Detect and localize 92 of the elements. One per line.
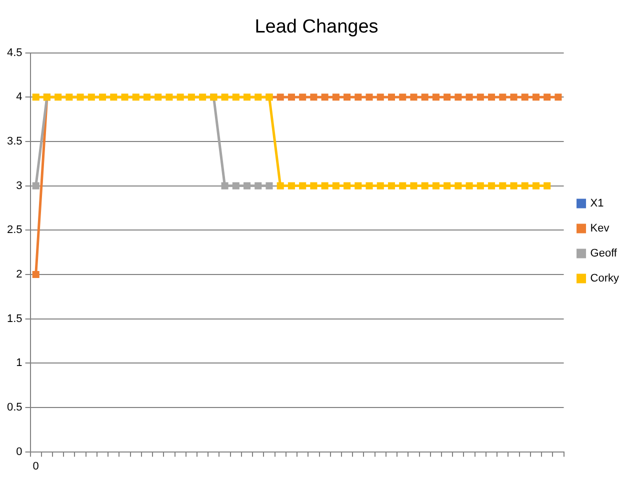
- y-tick-label: 0: [16, 446, 22, 458]
- point: [110, 94, 118, 101]
- point: [54, 94, 62, 101]
- point: [454, 182, 462, 190]
- point: [332, 94, 340, 101]
- point: [432, 182, 440, 190]
- point: [432, 94, 440, 101]
- y-tick-label: 1: [16, 357, 22, 370]
- point: [288, 182, 295, 190]
- point: [510, 94, 518, 101]
- y-tick-label: 1.5: [6, 312, 22, 325]
- point: [476, 94, 484, 101]
- point: [399, 94, 406, 101]
- point: [388, 94, 396, 101]
- point: [299, 182, 306, 190]
- point: [444, 182, 451, 190]
- point: [154, 94, 162, 101]
- legend-label: Geoff: [590, 248, 618, 260]
- point: [354, 182, 362, 190]
- point: [188, 94, 195, 101]
- y-tick-label: 2: [16, 268, 22, 280]
- point: [532, 182, 540, 190]
- point: [421, 94, 428, 101]
- point: [221, 94, 228, 101]
- point: [344, 94, 351, 101]
- point: [244, 182, 251, 190]
- point: [499, 182, 506, 190]
- point: [410, 182, 418, 190]
- point: [532, 94, 540, 101]
- point: [232, 94, 240, 101]
- point: [388, 182, 396, 190]
- point: [444, 94, 451, 101]
- point: [354, 94, 362, 101]
- point: [143, 94, 151, 101]
- point: [244, 94, 251, 101]
- point: [410, 94, 418, 101]
- point: [254, 182, 262, 190]
- y-tick-label: 3: [16, 180, 22, 192]
- point: [544, 182, 551, 190]
- point: [176, 94, 184, 101]
- point: [499, 94, 506, 101]
- point: [221, 182, 228, 190]
- point: [488, 182, 496, 190]
- point: [521, 182, 528, 190]
- legend-label: Kev: [590, 222, 610, 235]
- point: [476, 182, 484, 190]
- point: [376, 182, 384, 190]
- point: [310, 94, 318, 101]
- point: [121, 94, 128, 101]
- y-tick-label: 4.5: [6, 46, 22, 59]
- legend-label: Corky: [590, 272, 620, 285]
- point: [421, 182, 428, 190]
- y-tick-label: 3.5: [6, 136, 22, 148]
- y-tick-label: 4: [16, 91, 22, 104]
- point: [366, 182, 373, 190]
- point: [310, 182, 318, 190]
- point: [399, 182, 406, 190]
- point: [32, 270, 40, 278]
- point: [488, 94, 496, 101]
- point: [88, 94, 95, 101]
- y-tick-label: 0.5: [6, 402, 22, 414]
- point: [454, 94, 462, 101]
- point: [299, 94, 306, 101]
- point: [510, 182, 518, 190]
- chart-title: Lead Changes: [254, 16, 378, 38]
- point: [76, 94, 84, 101]
- point: [254, 94, 262, 101]
- point: [276, 94, 284, 101]
- point: [99, 94, 106, 101]
- point: [32, 94, 40, 101]
- y-tick-label: 2.5: [6, 224, 22, 236]
- point: [266, 182, 273, 190]
- point: [166, 94, 173, 101]
- point: [276, 182, 284, 190]
- point: [376, 94, 384, 101]
- point: [32, 182, 40, 190]
- point: [344, 182, 351, 190]
- point: [332, 182, 340, 190]
- point: [466, 182, 473, 190]
- point: [132, 94, 140, 101]
- point: [544, 94, 551, 101]
- point: [321, 182, 328, 190]
- point: [554, 94, 562, 101]
- point: [521, 94, 528, 101]
- point: [466, 94, 473, 101]
- point: [366, 94, 373, 101]
- legend-label: X1: [590, 198, 604, 210]
- point: [232, 182, 240, 190]
- point: [199, 94, 206, 101]
- point: [321, 94, 328, 101]
- point: [66, 94, 73, 101]
- point: [288, 94, 295, 101]
